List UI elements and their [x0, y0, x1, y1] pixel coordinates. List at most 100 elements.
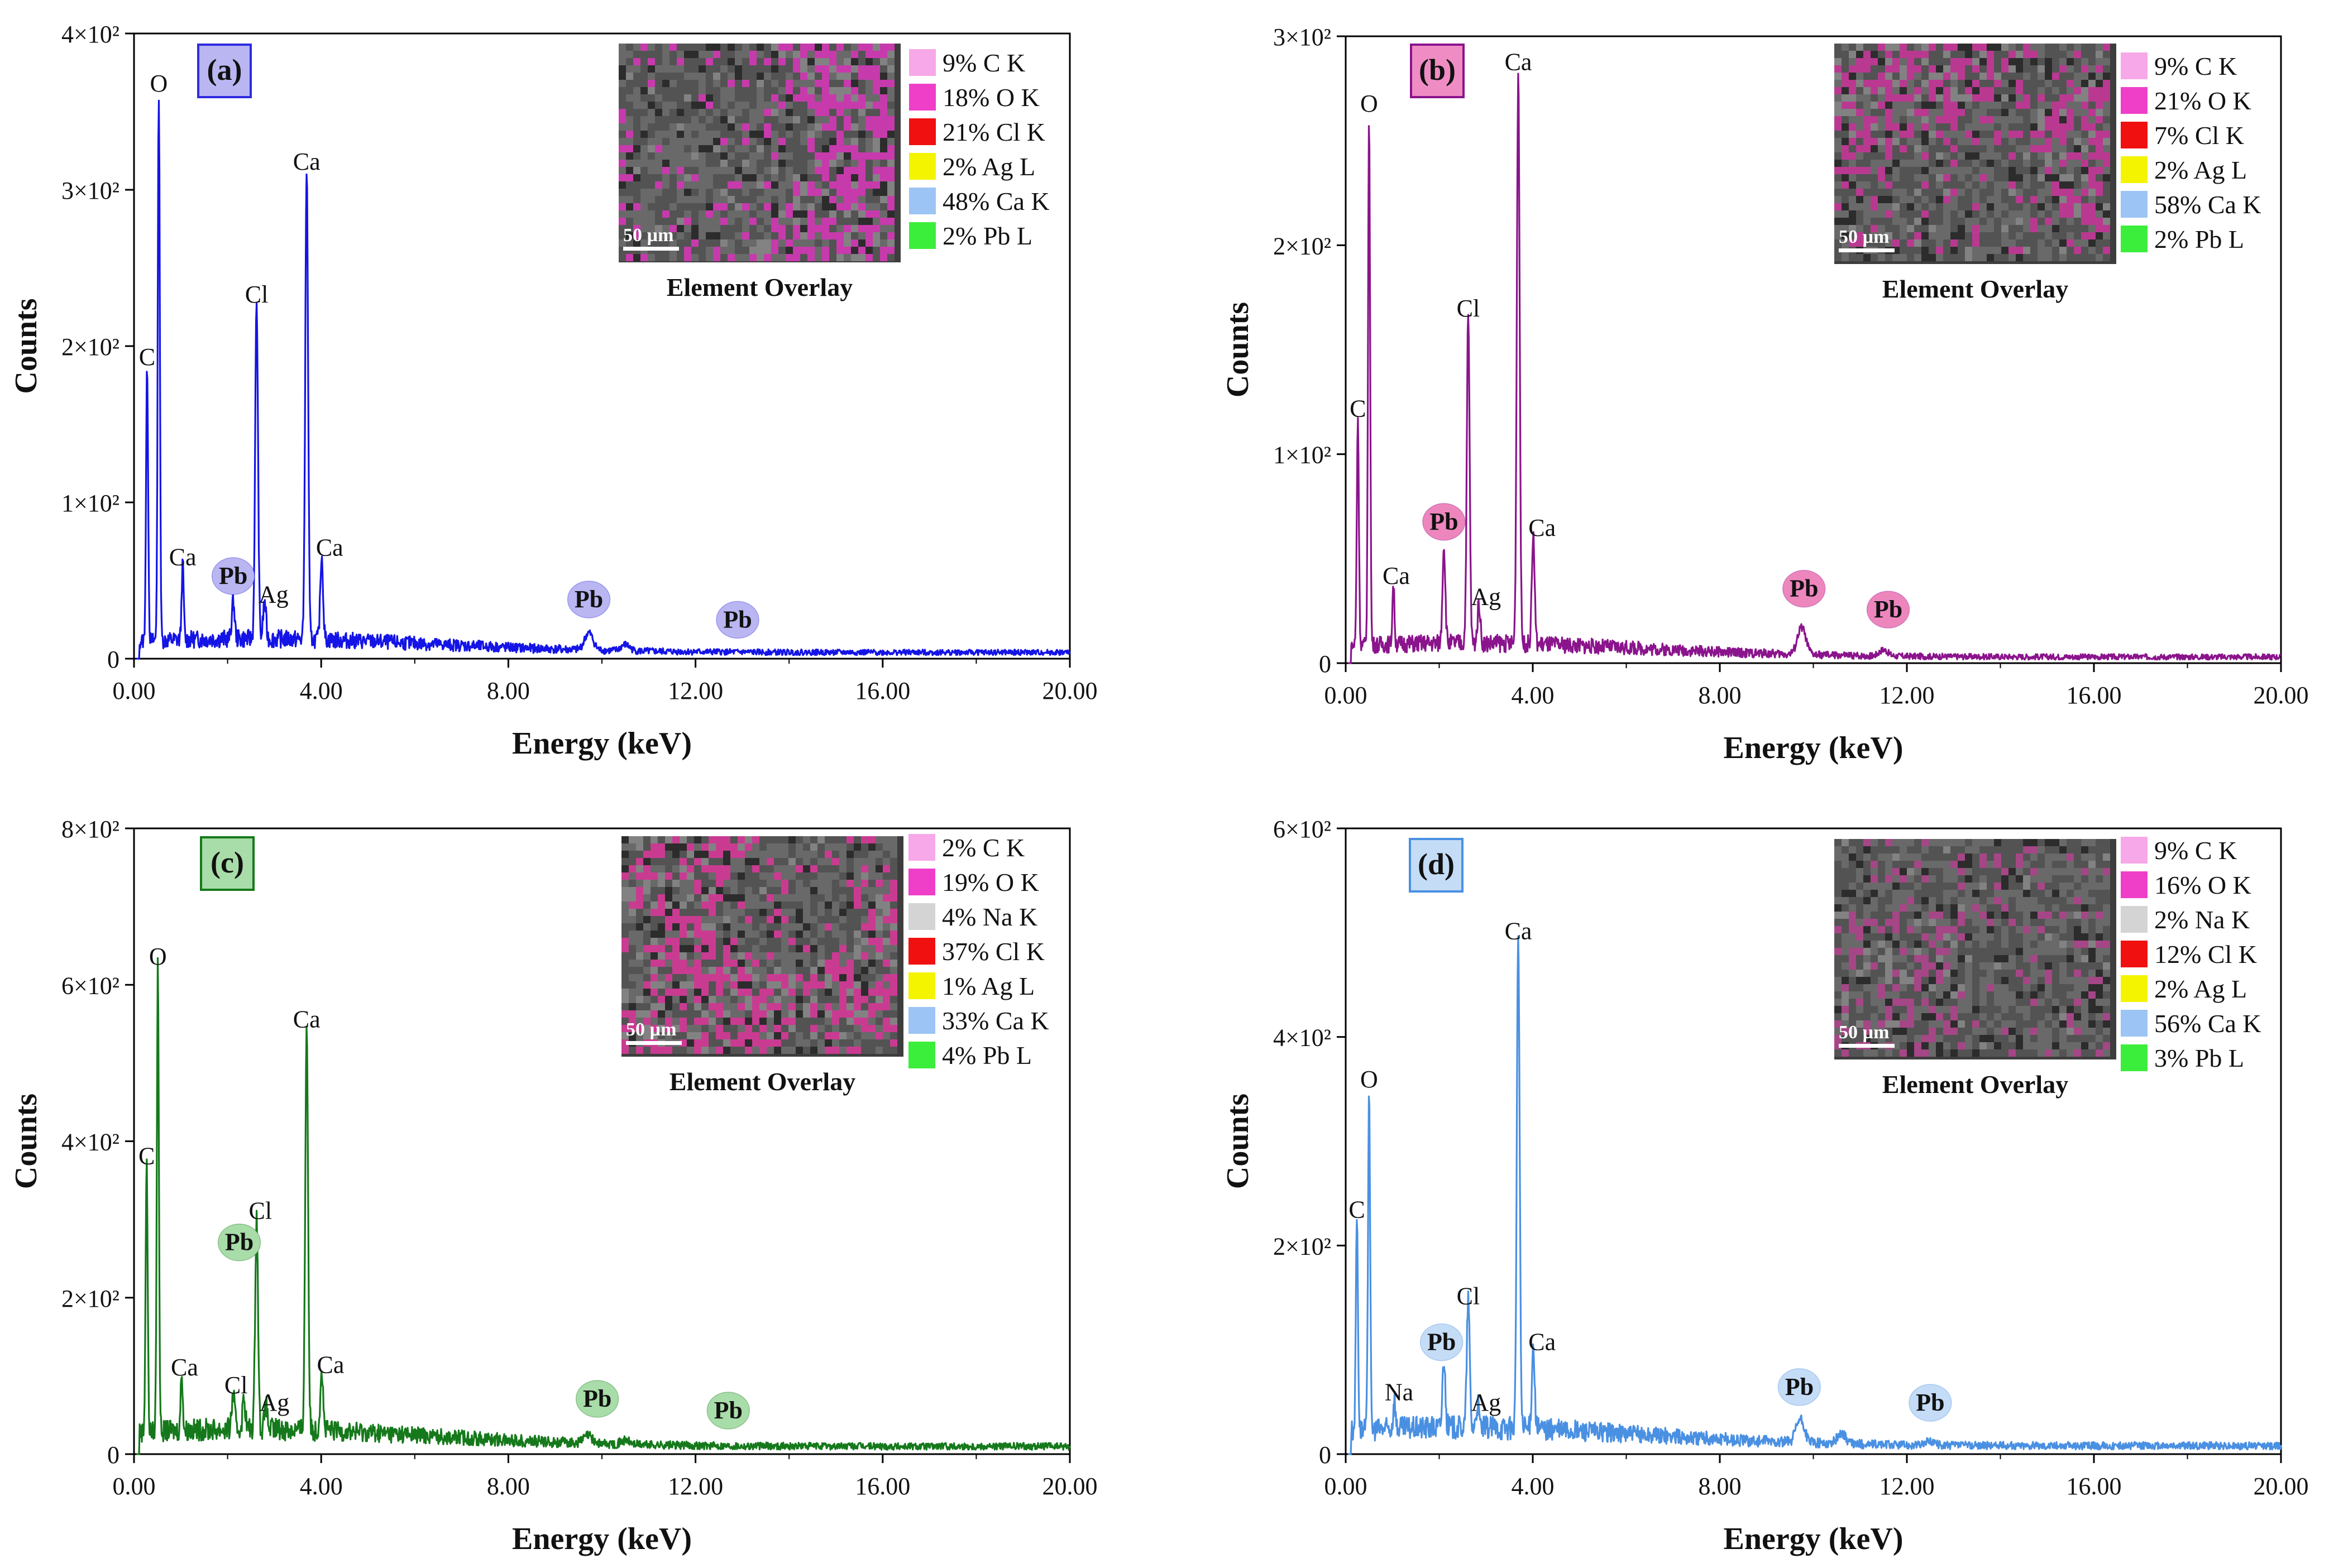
pb-highlight-circle: [567, 581, 611, 618]
peak-label: Pb: [1785, 1373, 1814, 1401]
peak-label: Ca: [293, 1005, 321, 1033]
pb-highlight-circle: [1777, 1368, 1821, 1406]
legend-entry: 9% C K: [2154, 52, 2237, 80]
scale-bar-label: 50 µm: [626, 1019, 676, 1040]
peak-label: Ca: [316, 534, 343, 562]
legend-entry: 9% C K: [2154, 836, 2237, 865]
peak-label: Pb: [575, 586, 603, 613]
legend-entry: 4% Pb L: [942, 1041, 1032, 1070]
legend-swatch: [2121, 837, 2148, 864]
legend-entry: 37% Cl K: [942, 937, 1045, 966]
peak-label: Pb: [225, 1229, 254, 1256]
x-tick-label: 16.00: [2067, 682, 2122, 709]
panel-a: 0.00 4.00 8.00 12.00 16.00 20.00 0 1×10² 2×10² 3×…: [9, 21, 1098, 761]
spectrum-line: [1347, 935, 2282, 1455]
legend-entry: 58% Ca K: [2154, 190, 2261, 219]
scale-bar: [623, 247, 679, 251]
legend-entry: 4% Na K: [942, 903, 1037, 931]
x-axis-title: Energy (keV): [1724, 731, 1904, 765]
peak-label: C: [139, 343, 155, 371]
x-tick-label: 16.00: [2067, 1473, 2122, 1500]
legend-entry: 48% Ca K: [943, 187, 1050, 215]
legend-swatch: [909, 118, 936, 145]
panel-label: (d): [1418, 847, 1455, 881]
legend-entry: 1% Ag L: [942, 972, 1035, 1000]
y-tick-label: 2×10²: [1273, 1233, 1331, 1260]
legend-entry: 19% O K: [942, 868, 1039, 896]
peak-label: Ca: [317, 1351, 345, 1379]
x-tick-label: 4.00: [300, 1473, 343, 1500]
x-tick-label: 8.00: [1699, 682, 1742, 709]
panel-label: (b): [1419, 53, 1456, 87]
overlay-caption: Element Overlay: [669, 1067, 855, 1096]
y-axis-title: Counts: [1221, 1094, 1255, 1189]
legend-swatch: [908, 1042, 935, 1068]
overlay-caption: Element Overlay: [667, 273, 853, 301]
spectrum-line: [1347, 73, 2282, 664]
legend-entry: 56% Ca K: [2154, 1009, 2261, 1038]
pb-highlight-circle: [1782, 569, 1826, 608]
spectrum-line: [136, 957, 1071, 1455]
peak-label: Pb: [1790, 575, 1818, 602]
y-tick-label: 3×10²: [1273, 23, 1331, 51]
legend-entry: 21% O K: [2154, 87, 2251, 115]
y-tick-label: 4×10²: [61, 1129, 119, 1156]
legend-swatch: [2121, 226, 2148, 252]
y-tick-label: 3×10²: [61, 177, 119, 204]
peak-label: Cl: [1457, 1282, 1480, 1310]
peak-label: C: [1350, 395, 1366, 423]
x-tick-label: 0.00: [1324, 1473, 1367, 1500]
legend-swatch: [909, 84, 936, 111]
peak-label: Pb: [1874, 596, 1902, 623]
legend-entry: 21% Cl K: [943, 118, 1045, 146]
legend-entry: 3% Pb L: [2154, 1044, 2244, 1072]
legend-swatch: [2121, 52, 2148, 79]
panel-d: 0.00 4.00 8.00 12.00 16.00 20.00 0 2×10² 4×10² 6×…: [1221, 816, 2309, 1556]
legend-swatch: [908, 869, 935, 895]
peak-label: Cl: [245, 281, 269, 308]
peak-label: Pb: [714, 1397, 743, 1424]
legend-swatch: [2121, 156, 2148, 183]
scale-bar: [1839, 1044, 1895, 1048]
x-tick-label: 0.00: [113, 1473, 156, 1500]
x-tick-label: 12.00: [1880, 1473, 1935, 1500]
x-tick-label: 16.00: [855, 677, 910, 704]
legend-entry: 2% Pb L: [943, 222, 1032, 250]
y-tick-label: 8×10²: [61, 816, 119, 843]
peak-label: C: [1348, 1196, 1365, 1223]
y-tick-label: 2×10²: [61, 333, 119, 361]
pb-highlight-circle: [716, 601, 759, 639]
panel-label-box: [1409, 838, 1464, 893]
element-overlay-map: [1834, 839, 2116, 1059]
legend-swatch: [2121, 975, 2148, 1002]
peak-label: Cl: [248, 1197, 272, 1225]
peak-label: Ca: [171, 1354, 198, 1381]
legend-entry: 12% Cl K: [2154, 940, 2257, 968]
peak-label: Pb: [219, 562, 247, 589]
pb-highlight-circle: [1422, 503, 1466, 541]
x-tick-label: 0.00: [1324, 682, 1367, 709]
peak-label: O: [1360, 1066, 1378, 1093]
x-tick-label: 8.00: [487, 1473, 530, 1500]
scale-bar-label: 50 µm: [1839, 227, 1889, 247]
peak-label: O: [1360, 90, 1378, 117]
legend-entry: 2% C K: [942, 833, 1025, 862]
peak-label: Cl: [1457, 295, 1480, 322]
peak-label: Ca: [293, 148, 321, 175]
y-tick-label: 0: [107, 646, 119, 673]
overlay-caption: Element Overlay: [1882, 275, 2068, 303]
scale-bar: [1839, 248, 1895, 252]
x-tick-label: 0.00: [113, 677, 156, 704]
y-tick-label: 0: [107, 1441, 119, 1469]
legend-entry: 18% O K: [943, 83, 1040, 112]
peak-label: O: [149, 943, 167, 970]
y-tick-label: 1×10²: [1273, 442, 1331, 469]
panel-label: (a): [207, 53, 242, 87]
peak-label: Pb: [1427, 1329, 1456, 1356]
legend-swatch: [2121, 1010, 2148, 1037]
overlay-caption: Element Overlay: [1882, 1070, 2068, 1099]
panel-label-box: [197, 44, 252, 98]
peak-label: Pb: [1916, 1389, 1944, 1416]
peak-label: Ag: [1471, 583, 1501, 611]
